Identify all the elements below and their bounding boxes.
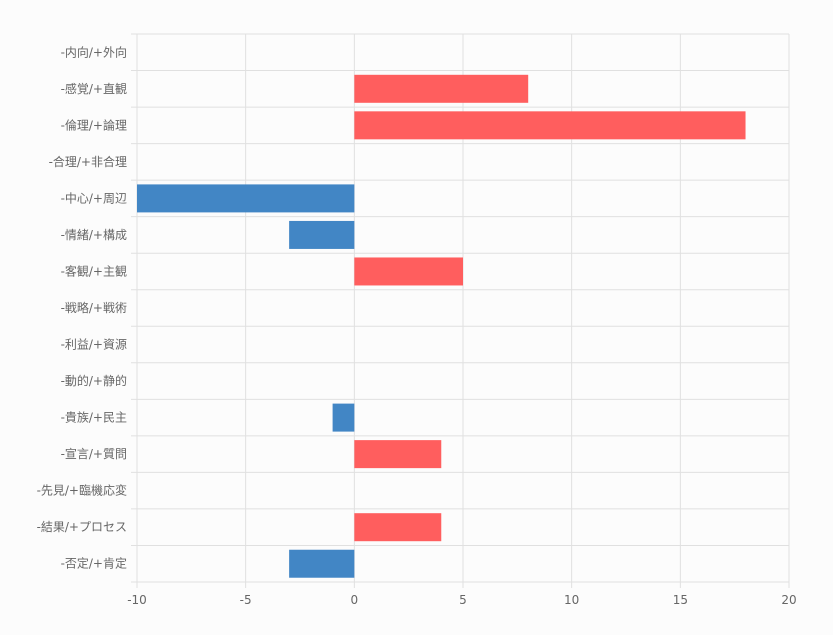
y-tick-label: -合理/+非合理 [49,154,127,169]
y-tick-label: -内向/+外向 [61,44,127,59]
y-tick-label: -宣言/+質問 [61,446,127,461]
y-tick-label: -情緒/+構成 [61,227,127,242]
x-tick-label: 0 [351,593,359,607]
bar [289,549,355,578]
y-tick-label: -戦略/+戦術 [61,300,127,315]
x-tick-label: 15 [673,593,688,607]
bar [332,403,355,432]
x-tick-label: -5 [240,593,252,607]
bar [354,513,442,542]
bar [354,111,746,140]
x-tick-label: -10 [127,593,147,607]
y-tick-label: -利益/+資源 [61,338,127,352]
y-tick-label: -中心/+周辺 [61,190,127,205]
bar [137,184,355,213]
y-axis-labels: -内向/+外向 -感覚/+直観 -倫理/+論理 -合理/+非合理 -中心/+周辺 -情緒/… [37,44,127,570]
x-tick-label: 20 [781,593,796,607]
bars [137,74,746,578]
y-tick-label: -客観/+主観 [61,263,127,278]
x-tick-label: 5 [459,593,467,607]
bar [354,257,463,286]
bar [354,440,442,469]
y-tick-label: -否定/+肯定 [61,556,127,571]
y-tick-label: -先見/+臨機応変 [37,483,127,498]
x-tick-label: 10 [564,593,579,607]
x-axis-labels: -10 -5 0 5 10 15 20 [127,593,796,607]
y-tick-label: -動的/+静的 [61,373,127,388]
bar [289,220,355,249]
y-tick-label: -貴族/+民主 [61,411,127,425]
y-tick-label: -結果/+プロセス [37,520,127,534]
bar [354,74,529,103]
y-tick-label: -倫理/+論理 [61,117,127,132]
y-tick-label: -感覚/+直観 [61,81,127,96]
